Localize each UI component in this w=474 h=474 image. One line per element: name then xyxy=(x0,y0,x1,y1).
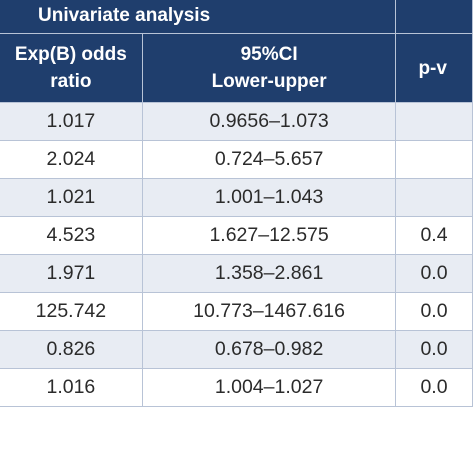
confidence-interval-cell: 1.001–1.043 xyxy=(141,178,397,217)
odds-ratio-cell: 1.017 xyxy=(0,102,143,141)
confidence-interval-cell: 10.773–1467.616 xyxy=(141,292,397,331)
table-row: 1.016 1.004–1.027 0.0 xyxy=(0,368,473,407)
p-value-cell xyxy=(395,178,473,217)
table-row: 1.971 1.358–2.861 0.0 xyxy=(0,254,473,293)
confidence-interval-cell: 0.724–5.657 xyxy=(141,140,397,179)
confidence-interval-header-line2: Lower-upper xyxy=(211,71,327,92)
table-body: 1.017 0.9656–1.073 2.024 0.724–5.657 1.0… xyxy=(0,102,473,407)
odds-ratio-cell: 2.024 xyxy=(0,140,143,179)
header-row-group: Univariate analysis xyxy=(0,0,473,34)
odds-ratio-cell: 1.016 xyxy=(0,368,143,407)
confidence-interval-cell: 0.9656–1.073 xyxy=(141,102,397,141)
header-row-columns: Exp(B) odds ratio 95%CI Lower-upper p-v xyxy=(0,33,473,103)
p-value-header: p-v xyxy=(395,33,473,103)
odds-ratio-cell: 4.523 xyxy=(0,216,143,255)
next-group-header xyxy=(395,0,473,34)
odds-ratio-header: Exp(B) odds ratio xyxy=(0,33,143,103)
table-row: 4.523 1.627–12.575 0.4 xyxy=(0,216,473,255)
p-value-cell: 0.0 xyxy=(395,254,473,293)
confidence-interval-header: 95%CI Lower-upper xyxy=(141,33,397,103)
confidence-interval-cell: 1.004–1.027 xyxy=(141,368,397,407)
p-value-cell: 0.0 xyxy=(395,292,473,331)
confidence-interval-cell: 1.627–12.575 xyxy=(141,216,397,255)
odds-ratio-cell: 125.742 xyxy=(0,292,143,331)
odds-ratio-cell: 1.971 xyxy=(0,254,143,293)
table-row: 2.024 0.724–5.657 xyxy=(0,140,473,179)
odds-ratio-cell: 0.826 xyxy=(0,330,143,369)
table-row: 1.017 0.9656–1.073 xyxy=(0,102,473,141)
confidence-interval-header-line1: 95%CI xyxy=(240,44,298,65)
univariate-analysis-table: Univariate analysis Exp(B) odds ratio 95… xyxy=(0,0,473,407)
odds-ratio-header-line1: Exp(B) odds xyxy=(14,44,127,65)
p-value-cell: 0.4 xyxy=(395,216,473,255)
confidence-interval-cell: 1.358–2.861 xyxy=(141,254,397,293)
univariate-analysis-header: Univariate analysis xyxy=(0,0,397,34)
p-value-cell xyxy=(395,140,473,179)
table-row: 1.021 1.001–1.043 xyxy=(0,178,473,217)
p-value-cell: 0.0 xyxy=(395,368,473,407)
odds-ratio-header-line2: ratio xyxy=(50,71,92,92)
table-row: 0.826 0.678–0.982 0.0 xyxy=(0,330,473,369)
confidence-interval-cell: 0.678–0.982 xyxy=(141,330,397,369)
table-row: 125.742 10.773–1467.616 0.0 xyxy=(0,292,473,331)
table-header: Univariate analysis Exp(B) odds ratio 95… xyxy=(0,0,473,103)
p-value-cell: 0.0 xyxy=(395,330,473,369)
p-value-cell xyxy=(395,102,473,141)
odds-ratio-cell: 1.021 xyxy=(0,178,143,217)
